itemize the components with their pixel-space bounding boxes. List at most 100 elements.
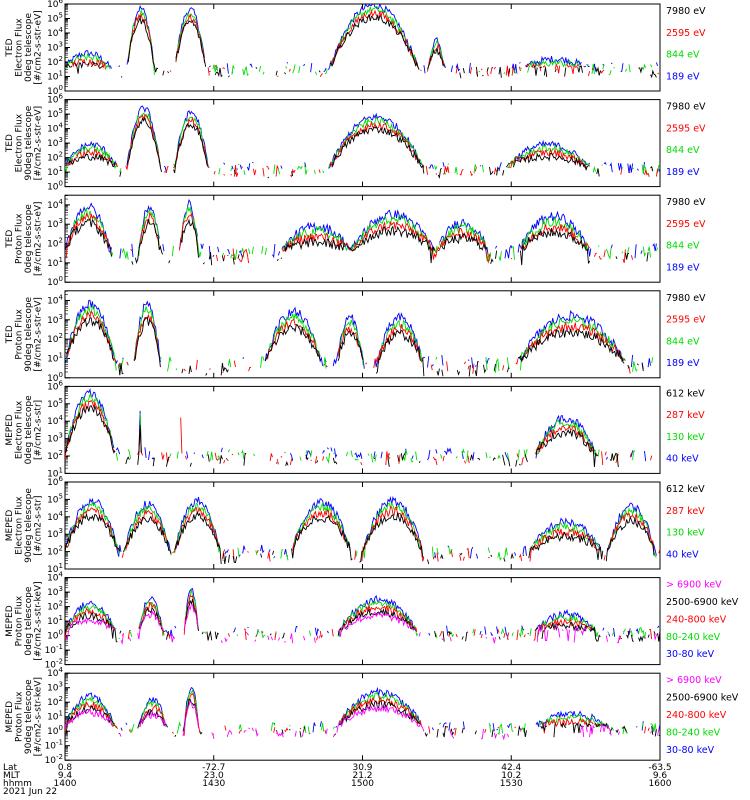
y-tick-label: 100 <box>47 629 63 642</box>
y-axis-label: 90deg telescope <box>24 296 34 371</box>
plot-frame <box>64 290 661 379</box>
series-line-287-kev <box>65 506 660 563</box>
series-line-844-ev <box>65 306 660 372</box>
series-line--6900-kev <box>66 604 660 643</box>
y-axis-label: [#/cm2-s-str-eV] <box>34 201 44 276</box>
y-axis-label: Proton Flux <box>15 691 25 742</box>
series-line--6900-kev <box>65 701 660 741</box>
y-tick-label: 106 <box>47 475 63 488</box>
y-axis-label: MEPED <box>5 605 15 637</box>
y-tick-label: 102 <box>47 600 63 613</box>
y-tick-label: 101 <box>47 562 63 575</box>
legend-entry: 2595 eV <box>666 315 706 326</box>
x-tick-label: 1500 <box>351 779 374 789</box>
legend-entry: 612 keV <box>666 484 705 495</box>
x-row-label: Lat <box>3 763 18 773</box>
y-tick-label: 104 <box>47 293 63 306</box>
x-tick-label: 9.6 <box>653 771 668 781</box>
legend-entry: 2500-6900 keV <box>666 693 739 704</box>
plot-frame <box>64 99 661 188</box>
x-tick-label: -72.7 <box>202 763 225 773</box>
y-tick-label: 10-1 <box>45 739 63 752</box>
y-tick-label: 106 <box>47 0 63 10</box>
series-line-2500-6900-kev <box>65 598 660 643</box>
x-tick-label: 1400 <box>54 779 77 789</box>
y-tick-label: 103 <box>47 136 63 149</box>
y-axis-label: MEPED <box>5 701 15 733</box>
legend-entry: 2595 eV <box>666 123 706 134</box>
y-axis-label: Proton Flux <box>15 308 25 359</box>
series-line-189-ev <box>65 105 660 173</box>
series-line-189-ev <box>65 4 659 74</box>
y-axis-label: 90deg telescope <box>24 679 34 754</box>
y-tick-label: 104 <box>47 666 63 679</box>
legend-entry: 2500-6900 keV <box>666 597 739 608</box>
legend-entry: 80-240 keV <box>666 727 721 738</box>
y-tick-label: 102 <box>47 237 63 250</box>
y-axis-label: 0deg telescope <box>24 586 34 656</box>
y-axis-label: TED <box>5 134 15 153</box>
y-axis-label: 90deg telescope <box>24 105 34 180</box>
panel-5: 101 102 103 104 105 106 MEPED Electron Flux 0deg… <box>5 379 705 479</box>
y-tick-label: 105 <box>47 492 63 505</box>
legend-entry: 40 keV <box>666 454 699 465</box>
y-axis-label: [#/cm2-s-str-eV] <box>34 106 44 181</box>
y-axis-label: [#/cm2-s-str-keV] <box>34 677 44 756</box>
series-line-30-80-kev <box>65 588 660 637</box>
legend-entry: 844 eV <box>666 145 700 156</box>
y-tick-label: 103 <box>47 681 63 694</box>
legend-entry: 130 keV <box>666 528 705 539</box>
y-axis-label: TED <box>5 38 15 57</box>
legend-entry: 240-800 keV <box>666 710 727 721</box>
y-tick-label: 102 <box>47 151 63 164</box>
y-axis-label: [#/cm2-s-str-eV] <box>34 297 44 372</box>
y-tick-label: 103 <box>47 432 63 445</box>
y-tick-label: 101 <box>47 466 63 479</box>
x-tick-label: -63.5 <box>648 763 671 773</box>
legend-entry: 844 eV <box>666 241 700 252</box>
legend-entry: 130 keV <box>666 432 705 443</box>
x-tick-label: 30.9 <box>352 763 372 773</box>
y-tick-label: 101 <box>47 351 63 364</box>
x-row-label: MLT <box>3 771 21 781</box>
y-tick-label: 102 <box>47 332 63 345</box>
legend-entry: 240-800 keV <box>666 614 727 625</box>
y-tick-label: 10-2 <box>45 753 63 766</box>
y-tick-label: 103 <box>47 527 63 540</box>
y-tick-label: 104 <box>47 26 63 39</box>
y-axis-label: Electron Flux <box>15 18 25 77</box>
y-tick-label: 101 <box>47 710 63 723</box>
y-axis-label: [#/cm2-s-str] <box>34 495 44 555</box>
y-tick-label: 100 <box>47 371 63 384</box>
y-tick-label: 10-1 <box>45 643 63 656</box>
legend-entry: 30-80 keV <box>666 745 715 756</box>
y-axis-label: [#/cm2-s-str] <box>34 400 44 460</box>
legend-entry: 189 eV <box>666 358 700 369</box>
y-tick-label: 100 <box>47 724 63 737</box>
y-tick-label: 102 <box>47 449 63 462</box>
y-axis-label: 0deg telescope <box>24 395 34 465</box>
x-tick-label: 1430 <box>202 779 225 789</box>
legend-entry: 189 eV <box>666 71 700 82</box>
series-line-40-kev <box>65 496 657 559</box>
y-tick-label: 104 <box>47 510 63 523</box>
legend-entry: 844 eV <box>666 336 700 347</box>
legend-entry: 287 keV <box>666 506 705 517</box>
y-tick-label: 100 <box>47 275 63 288</box>
panel-3: 100 101 102 103 104 TED Proton Flux 0deg telesc… <box>5 194 706 288</box>
y-tick-label: 100 <box>47 180 63 193</box>
y-tick-label: 103 <box>47 217 63 230</box>
x-tick-label: 9.4 <box>58 771 73 781</box>
legend-entry: > 6900 keV <box>666 675 722 686</box>
y-tick-label: 104 <box>47 571 63 584</box>
y-tick-label: 103 <box>47 41 63 54</box>
legend-entry: 7980 eV <box>666 102 706 113</box>
legend-entry: 844 eV <box>666 50 700 61</box>
x-tick-label: 42.4 <box>501 763 521 773</box>
y-tick-label: 104 <box>47 198 63 211</box>
y-tick-label: 101 <box>47 70 63 83</box>
